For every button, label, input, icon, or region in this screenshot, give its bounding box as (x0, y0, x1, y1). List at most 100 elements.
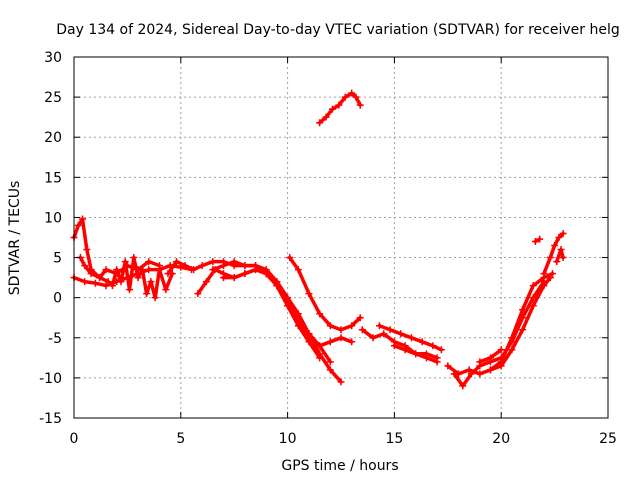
data-point (145, 258, 153, 266)
data-point (316, 342, 324, 350)
series-trace-15 (450, 278, 548, 390)
data-point (220, 274, 228, 282)
data-point (130, 254, 138, 262)
data-point (557, 246, 565, 254)
data-point (326, 338, 334, 346)
data-point (422, 354, 430, 362)
data-point (181, 262, 189, 270)
data-point (145, 266, 153, 274)
data-point (305, 330, 313, 338)
series-trace-12 (375, 322, 445, 354)
data-point (508, 346, 516, 354)
data-point (548, 270, 556, 278)
data-point (326, 366, 334, 374)
data-point (126, 286, 134, 294)
y-tick-label: 5 (53, 251, 62, 267)
data-point (252, 266, 260, 274)
data-point (194, 290, 202, 298)
data-point (286, 254, 294, 262)
data-point (555, 234, 563, 241)
chart-title: Day 134 of 2024, Sidereal Day-to-day VTE… (56, 22, 619, 38)
data-point (337, 378, 345, 386)
data-point (429, 342, 437, 350)
data-point (81, 262, 89, 270)
data-point (487, 366, 495, 374)
data-point (91, 279, 99, 287)
series-trace-5 (164, 258, 345, 386)
data-point (401, 346, 409, 354)
data-point (390, 342, 398, 350)
x-tick-label: 0 (70, 431, 79, 447)
data-point (294, 266, 302, 274)
data-point (540, 270, 548, 278)
data-point (531, 238, 539, 246)
series-trace-20 (531, 235, 544, 246)
y-axis-label: SDTVAR / TECUs (7, 181, 23, 296)
y-axis: -15 -10 -5 0 5 10 15 20 25 30 (39, 50, 608, 427)
data-point (352, 93, 360, 101)
data-point (546, 254, 554, 262)
data-point (102, 282, 110, 290)
data-point (459, 382, 467, 390)
data-point (337, 326, 345, 334)
data-point (113, 266, 121, 274)
data-point (465, 366, 473, 374)
data-point (230, 258, 238, 266)
data-point (476, 370, 484, 378)
data-point (138, 266, 146, 274)
y-tick-label: 20 (44, 130, 62, 146)
data-point (162, 286, 170, 294)
data-point (519, 306, 527, 314)
data-point (155, 266, 163, 274)
data-point (348, 322, 356, 330)
data-point (326, 358, 334, 366)
data-point (519, 326, 527, 334)
data-point (143, 290, 151, 298)
grid-lines (74, 57, 608, 418)
data-point (284, 302, 292, 310)
data-point (407, 334, 415, 342)
data-point (433, 358, 441, 366)
data-point (386, 326, 394, 334)
data-point (412, 350, 420, 358)
data-point (83, 246, 91, 254)
y-tick-label: 15 (44, 170, 62, 186)
plot-frame (73, 56, 609, 419)
series-trace-19 (553, 246, 567, 266)
y-tick-label: 25 (44, 90, 62, 106)
x-tick-label: 15 (385, 431, 403, 447)
data-point (305, 338, 313, 346)
y-tick-label: -5 (48, 331, 62, 347)
series-trace-9 (286, 254, 364, 334)
data-point (117, 278, 125, 286)
data-point (559, 229, 567, 237)
series-trace-8 (220, 266, 324, 362)
series-group (70, 89, 567, 390)
data-point (335, 101, 343, 109)
data-point (322, 113, 330, 121)
data-point (202, 278, 210, 286)
series-trace-13 (390, 342, 441, 366)
series-trace-18 (540, 229, 567, 278)
data-point (316, 119, 324, 127)
series-trace-16 (487, 270, 556, 374)
y-tick-label: -10 (39, 371, 62, 387)
data-point (96, 274, 104, 282)
series-trace-17 (476, 346, 505, 366)
x-tick-label: 10 (279, 431, 297, 447)
data-point (198, 262, 206, 270)
x-axis-label: GPS time / hours (281, 458, 398, 474)
data-point (102, 266, 110, 274)
data-point (209, 258, 217, 266)
series-line (554, 247, 565, 264)
data-point (348, 338, 356, 346)
data-point (241, 262, 249, 270)
data-point (79, 215, 87, 223)
series-line (78, 255, 162, 280)
data-point (81, 278, 89, 286)
series-line (221, 267, 322, 360)
y-tick-label: 30 (44, 50, 62, 66)
data-point (375, 322, 383, 330)
series-line (452, 279, 546, 388)
